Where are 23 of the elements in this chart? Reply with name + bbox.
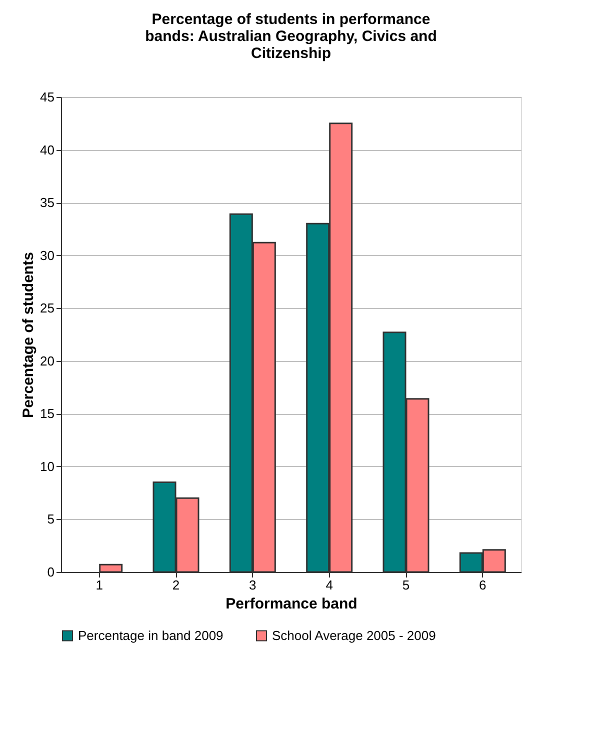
y-tick-label: 20: [40, 353, 54, 368]
text: bands: Australian Geography, Civics and: [145, 28, 437, 45]
y-tick-label: 40: [40, 142, 54, 158]
y-tick-label: 0: [47, 564, 54, 580]
x-tick-label: 5: [402, 578, 410, 592]
text: Percentage of students in performance: [152, 11, 430, 28]
y-tick-label: 30: [40, 248, 54, 263]
y-tick-label: 15: [40, 406, 54, 422]
x-tick-label: 1: [96, 578, 103, 592]
y-tick-label: 25: [40, 300, 54, 316]
y-tick-label: 5: [47, 512, 54, 527]
legend-label: School Average 2005 - 2009: [272, 628, 436, 643]
x-tick-label: 6: [479, 578, 486, 592]
y-tick-label: 45: [40, 90, 54, 104]
x-tick-label: 2: [172, 578, 180, 592]
x-tick-label: 3: [249, 578, 256, 592]
y-tick-label: 10: [40, 458, 54, 474]
text: Citizenship: [250, 45, 332, 62]
y-tick-label: 35: [40, 195, 54, 210]
x-tick-label: 4: [326, 578, 333, 592]
legend-label: Percentage in band 2009: [78, 628, 224, 643]
y-axis-title: Percentage of students: [20, 252, 38, 418]
x-axis-title: Performance band: [226, 596, 358, 612]
